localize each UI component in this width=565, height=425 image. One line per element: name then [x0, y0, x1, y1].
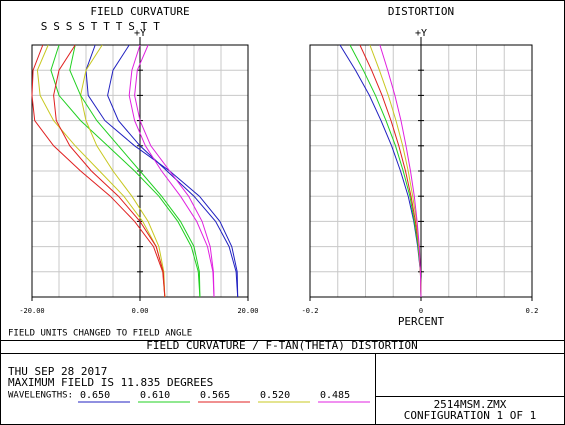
chart-title: FIELD CURVATURE: [90, 5, 189, 18]
legend-entry: T: [103, 20, 110, 33]
legend-entry: S: [53, 20, 60, 33]
legend-entry: S: [66, 20, 73, 33]
date: THU SEP 28 2017: [8, 365, 107, 378]
legend-entry: S: [41, 20, 48, 33]
note: FIELD UNITS CHANGED TO FIELD ANGLE: [8, 329, 192, 339]
x-axis-label: PERCENT: [398, 315, 445, 328]
wavelengths-label: WAVELENGTHS:: [8, 391, 73, 401]
wavelength: 0.650: [80, 390, 110, 401]
x-tick-label: -0.2: [302, 307, 319, 315]
legend-entry: T: [91, 20, 98, 33]
legend-entry: T: [116, 20, 123, 33]
legend-entry: S: [78, 20, 85, 33]
curve: [379, 44, 422, 298]
curve: [69, 44, 201, 298]
curve: [134, 44, 215, 298]
max-field: MAXIMUM FIELD IS 11.835 DEGREES: [8, 376, 213, 389]
x-tick-label: 20.00: [237, 307, 258, 315]
curve: [31, 44, 166, 298]
curve: [107, 44, 239, 298]
x-tick-label: 0: [419, 307, 423, 315]
wavelength: 0.520: [260, 390, 290, 401]
footer-title: FIELD CURVATURE / F-TAN(THETA) DISTORTIO…: [146, 339, 418, 352]
y-axis-label: +Y: [134, 28, 146, 39]
wavelength: 0.610: [140, 390, 170, 401]
legend-entry: S: [128, 20, 135, 33]
legend-entry: T: [153, 20, 160, 33]
x-tick-label: -20.00: [19, 307, 44, 315]
wavelength: 0.485: [320, 390, 350, 401]
curve: [80, 44, 166, 298]
x-tick-label: 0.00: [132, 307, 149, 315]
wavelength: 0.565: [200, 390, 230, 401]
y-axis-label: +Y: [415, 28, 427, 39]
chart-title: DISTORTION: [388, 5, 454, 18]
configuration: CONFIGURATION 1 OF 1: [404, 409, 536, 422]
curve: [128, 44, 215, 298]
curve: [50, 44, 201, 298]
legend-entry: T: [141, 20, 148, 33]
x-tick-label: 0.2: [526, 307, 539, 315]
file-name: 2514MSM.ZMX: [434, 398, 507, 411]
curve: [53, 44, 166, 298]
